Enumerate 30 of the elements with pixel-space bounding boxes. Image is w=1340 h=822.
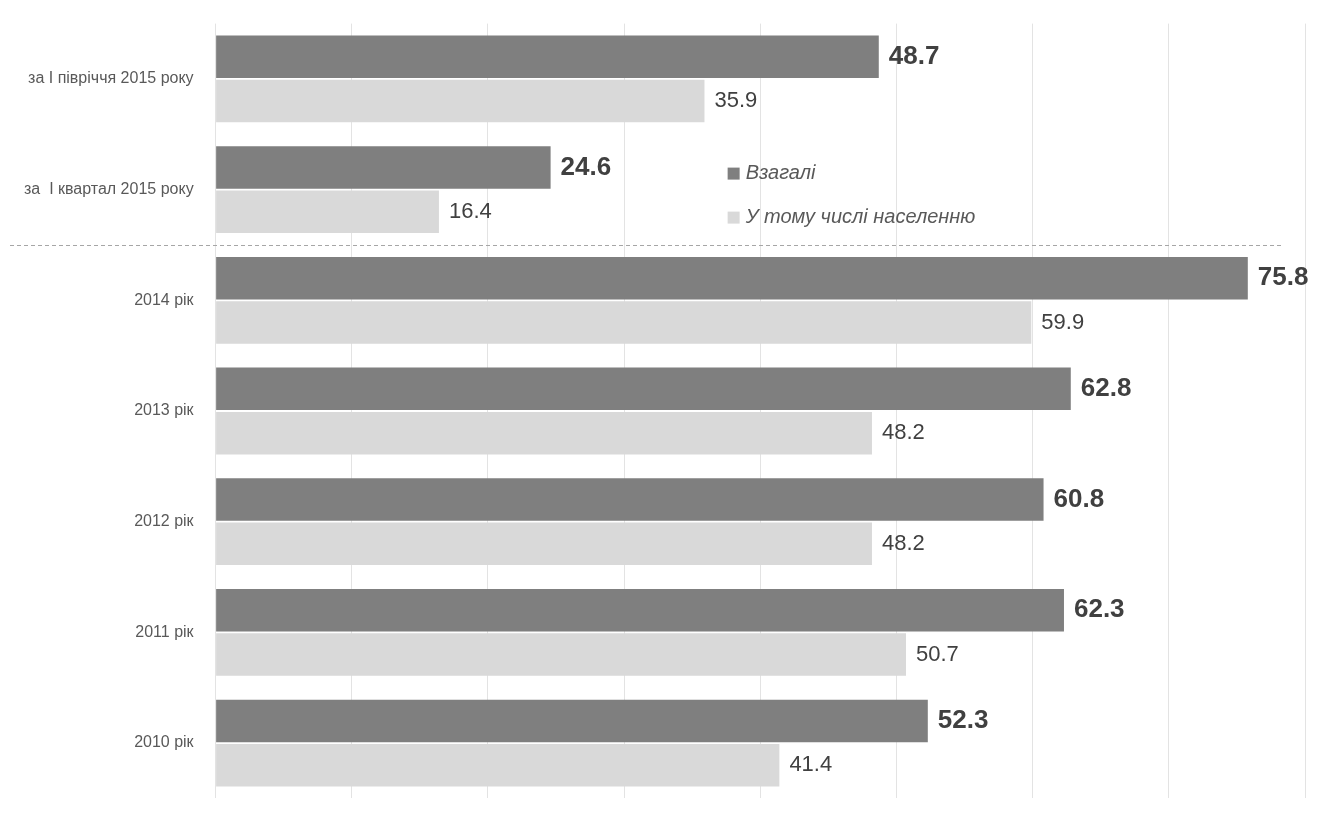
data-label: 62.8 <box>1080 372 1132 403</box>
data-label: 35.9 <box>714 87 758 113</box>
data-label: 62.3 <box>1073 593 1125 624</box>
data-label: 48.2 <box>881 419 925 445</box>
data-label: 16.4 <box>448 197 492 223</box>
y-tick-label: 2012 рік <box>134 512 195 530</box>
y-tick-label: 2013 рік <box>134 401 195 419</box>
data-label: 75.8 <box>1257 261 1309 292</box>
data-label: 50.7 <box>916 640 959 666</box>
y-tick-label: за І півріччя 2015 року <box>28 69 194 87</box>
bar <box>216 35 879 79</box>
bar <box>216 367 1071 411</box>
data-label: 60.8 <box>1053 482 1105 513</box>
y-tick-label: за І квартал 2015 року <box>24 180 194 198</box>
bar <box>216 588 1064 632</box>
y-tick-label: 2014 рік <box>134 290 195 308</box>
data-label: 48.2 <box>881 529 925 555</box>
y-tick-label: 2010 рік <box>134 733 195 751</box>
bar <box>216 146 551 189</box>
data-label: 24.6 <box>560 150 612 181</box>
y-tick-label: 2011 рік <box>135 622 195 640</box>
bar <box>216 256 1248 300</box>
data-label: 48.7 <box>888 39 940 70</box>
bar <box>216 699 928 743</box>
data-label: 59.9 <box>1041 308 1085 334</box>
legend-label: У тому числі населенню <box>744 205 976 228</box>
legend-label: Взагалі <box>745 161 816 184</box>
bar <box>216 478 1044 521</box>
data-label: 52.3 <box>937 704 989 735</box>
data-label: 41.4 <box>789 751 833 777</box>
